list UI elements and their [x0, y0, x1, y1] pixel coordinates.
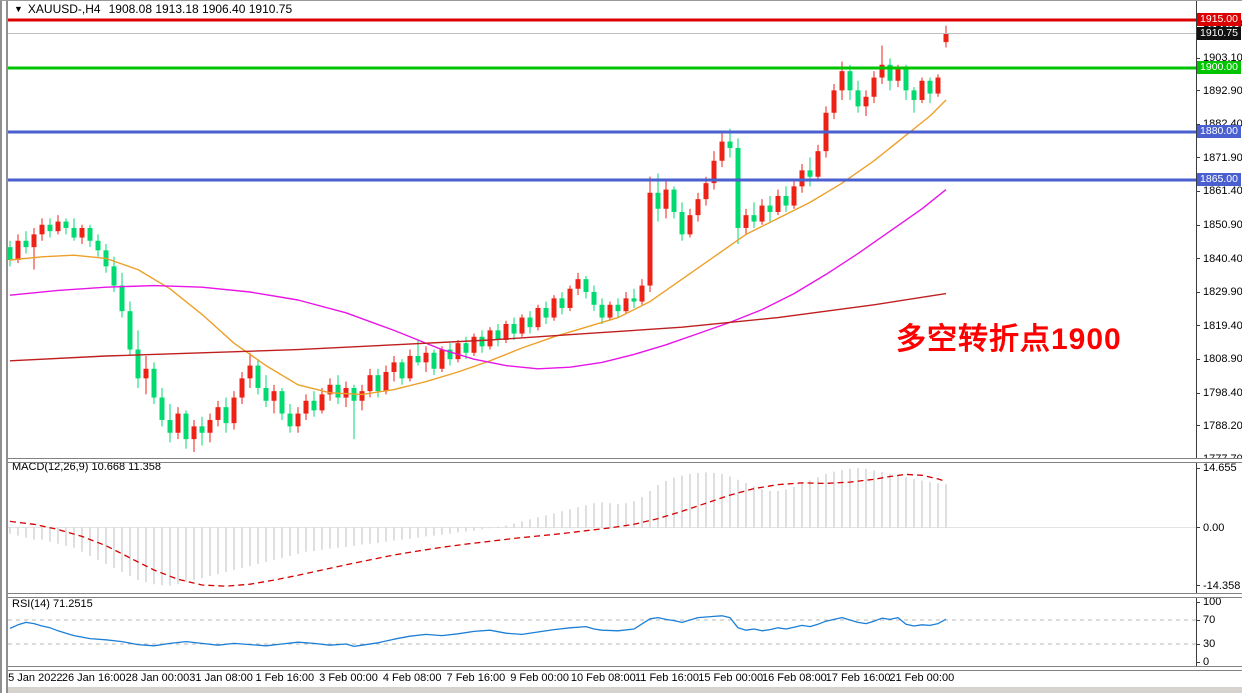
time-tick-label: 31 Jan 08:00 [189, 672, 253, 684]
price-tick-mark [1196, 190, 1200, 192]
symbol-timeframe-label: XAUUSD-,H4 [27, 2, 101, 16]
time-tick-label: 1 Feb 16:00 [255, 672, 315, 684]
price-line-badge: 1915.00 [1197, 13, 1241, 27]
time-tick-label: 17 Feb 16:00 [825, 672, 891, 684]
symbol-dropdown-arrow-icon[interactable]: ▼ [14, 4, 23, 14]
price-line-badge: 1900.00 [1197, 61, 1241, 75]
time-tick-label: 10 Feb 08:00 [570, 672, 636, 684]
price-tick-label: 1861.40 [1203, 185, 1242, 198]
price-tick-label: 1840.40 [1203, 252, 1242, 265]
macd-tick-label: -14.358 [1203, 579, 1241, 592]
price-tick-mark [1196, 57, 1200, 59]
price-tick-label: 1850.90 [1203, 219, 1242, 232]
price-tick-mark [1196, 123, 1200, 125]
panel-separator-macd[interactable] [0, 458, 1242, 463]
price-tick-mark [1196, 157, 1200, 159]
panel-separator-timeaxis [0, 666, 1242, 671]
price-axis-border [1196, 1, 1197, 667]
time-tick-label: 28 Jan 00:00 [125, 672, 190, 684]
macd-histogram [9, 468, 947, 586]
price-tick-mark [1196, 90, 1200, 92]
macd-tick-mark [1196, 585, 1200, 587]
time-tick-label: 11 Feb 16:00 [634, 672, 700, 684]
rsi-tick-label: 70 [1203, 614, 1216, 626]
price-line-badge: 1865.00 [1197, 173, 1241, 187]
ma-slow-line [9, 292, 947, 362]
time-tick-label: 26 Jan 16:00 [61, 672, 126, 684]
macd-tick-label: 14.655 [1203, 462, 1237, 475]
price-tick-label: 1798.40 [1203, 387, 1242, 400]
rsi-tick-mark [1196, 661, 1200, 663]
window-bottom-border [0, 687, 1242, 693]
price-tick-mark [1196, 325, 1200, 327]
price-tick-mark [1196, 392, 1200, 394]
price-axis[interactable]: 1913.601903.101892.901882.401871.901861.… [1196, 1, 1242, 668]
rsi-indicator-label: RSI(14) 71.2515 [12, 598, 93, 610]
price-tick-label: 1819.40 [1203, 319, 1242, 332]
chart-canvas[interactable] [8, 1, 1196, 667]
price-tick-mark [1196, 291, 1200, 293]
rsi-tick-label: 100 [1203, 596, 1222, 608]
panel-separator-rsi[interactable] [0, 593, 1242, 598]
macd-tick-label: 0.00 [1203, 521, 1225, 534]
macd-tick-mark [1196, 467, 1200, 469]
horizontal-level-lines [8, 18, 1196, 182]
rsi-tick-mark [1196, 643, 1200, 645]
price-tick-label: 1892.90 [1203, 84, 1242, 97]
rsi-tick-mark [1196, 619, 1200, 621]
ohlc-readout: 1908.08 1913.18 1906.40 1910.75 [108, 2, 293, 16]
price-tick-label: 1871.90 [1203, 151, 1242, 164]
price-tick-mark [1196, 258, 1200, 260]
macd-indicator-label: MACD(12,26,9) 10.668 11.358 [12, 461, 161, 473]
price-tick-label: 1903.10 [1203, 52, 1242, 65]
macd-signal-line [9, 473, 947, 587]
rsi-tick-mark [1196, 601, 1200, 603]
rsi-tick-label: 0 [1203, 656, 1210, 668]
rsi-line [9, 615, 947, 648]
price-line-badge: 1910.75 [1197, 27, 1241, 41]
time-tick-label: 21 Feb 00:00 [889, 672, 955, 684]
time-tick-label: 25 Jan 2022 [2, 672, 63, 684]
macd-tick-mark [1196, 527, 1200, 528]
price-tick-mark [1196, 358, 1200, 360]
price-tick-mark [1196, 224, 1200, 226]
rsi-tick-label: 30 [1203, 638, 1216, 650]
time-axis[interactable]: 25 Jan 2022 26 Jan 16:00 28 Jan 00:00 31 Ja… [0, 666, 1242, 687]
time-tick-label: 9 Feb 00:00 [510, 672, 569, 684]
price-tick-mark [1196, 425, 1200, 427]
price-tick-label: 1808.90 [1203, 353, 1242, 366]
time-tick-label: 7 Feb 16:00 [446, 672, 506, 684]
ma-fast-line [9, 99, 947, 396]
chart-annotation-text: 多空转折点1900 [896, 323, 1122, 356]
time-tick-label: 15 Feb 00:00 [698, 672, 764, 684]
time-tick-label: 16 Feb 08:00 [761, 672, 827, 684]
price-tick-label: 1788.20 [1203, 419, 1242, 432]
price-line-badge: 1880.00 [1197, 125, 1241, 139]
ma-medium-line [9, 189, 947, 370]
rsi-level-lines [8, 619, 1196, 645]
time-tick-label: 4 Feb 08:00 [382, 672, 442, 684]
price-tick-label: 1829.90 [1203, 286, 1242, 299]
time-tick-label: 3 Feb 00:00 [319, 672, 378, 684]
candlesticks [8, 25, 949, 452]
window-left-border [0, 1, 8, 693]
chart-title-bar: ▼ XAUUSD-,H4 1908.08 1913.18 1906.40 1910.… [14, 2, 299, 17]
